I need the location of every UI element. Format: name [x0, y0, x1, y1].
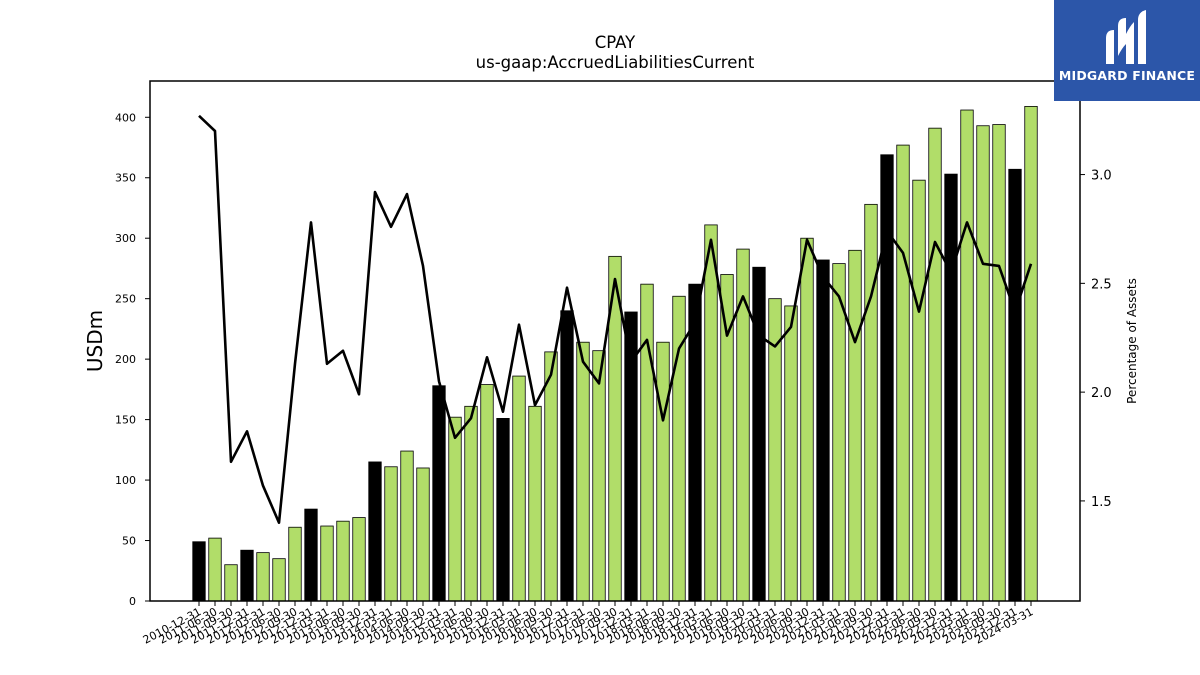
bar: [960, 109, 974, 602]
bar: [800, 237, 814, 602]
bar: [304, 508, 318, 602]
x-axis: 2010-12-312011-06-302011-09-302011-12-31…: [141, 601, 1035, 647]
bar: [240, 549, 254, 602]
bar: [896, 144, 910, 602]
bar: [400, 450, 414, 602]
bar: [448, 416, 462, 602]
y2-tick-label: 2.5: [1091, 277, 1112, 292]
bar: [496, 417, 510, 602]
midgard-finance-logo: MIDGARD FINANCE: [1054, 0, 1200, 101]
bar: [864, 203, 878, 602]
bar: [848, 249, 862, 602]
y2-tick-label: 1.5: [1091, 495, 1112, 510]
bar: [736, 248, 750, 602]
y-tick-label: 50: [122, 535, 136, 548]
y2-tick-label: 2.0: [1091, 386, 1112, 401]
bars-layer: [192, 105, 1038, 602]
bar: [752, 266, 766, 602]
y-axis-label: USDm: [83, 310, 107, 372]
bar: [1008, 168, 1022, 602]
bar: [976, 125, 990, 602]
bar: [288, 526, 302, 602]
bar: [352, 517, 366, 602]
bar: [320, 525, 334, 602]
bar: [336, 520, 350, 602]
bar: [208, 537, 222, 602]
y-tick-label: 400: [115, 111, 136, 124]
bar: [256, 552, 270, 602]
bar: [272, 558, 286, 602]
y-tick-label: 0: [129, 595, 136, 608]
bar: [1024, 105, 1038, 602]
y-axis-right: 1.5 2.0 2.5 3.0: [1080, 169, 1112, 510]
line-series: [198, 114, 1033, 525]
y2-tick-label: 3.0: [1091, 169, 1112, 184]
bar: [560, 310, 574, 602]
bar: [784, 305, 798, 602]
bar: [912, 179, 926, 602]
y2-axis-label: Percentage of Assets: [1125, 278, 1139, 404]
bar: [544, 351, 558, 602]
bar: [928, 127, 942, 602]
bar: [576, 341, 590, 602]
chart-subtitle: us-gaap:AccruedLiabilitiesCurrent: [476, 53, 755, 72]
y-axis-left: 0 50 100 150 200 250 300 350 400: [115, 111, 150, 608]
bar: [832, 263, 846, 602]
y-tick-label: 250: [115, 293, 136, 306]
bar: [992, 124, 1006, 602]
bar: [384, 466, 398, 602]
bar: [592, 350, 606, 602]
bar: [480, 384, 494, 602]
bar: [944, 173, 958, 602]
bar: [528, 405, 542, 602]
bar: [880, 154, 894, 602]
chart-title: CPAY: [595, 33, 636, 52]
bar: [464, 405, 478, 602]
bar: [192, 541, 206, 602]
y-tick-label: 100: [115, 474, 136, 487]
bar: [368, 461, 382, 602]
logo-text: MIDGARD FINANCE: [1058, 68, 1196, 83]
y-tick-label: 200: [115, 353, 136, 366]
midgard-logo-mark-icon: [1106, 10, 1146, 64]
bar: [432, 385, 446, 602]
y-tick-label: 300: [115, 232, 136, 245]
bar: [704, 224, 718, 602]
y-tick-label: 150: [115, 414, 136, 427]
line-layer: [198, 114, 1033, 525]
bar: [416, 467, 430, 602]
bar: [816, 259, 830, 602]
bar: [224, 564, 238, 602]
y-tick-label: 350: [115, 172, 136, 185]
bar: [512, 375, 526, 602]
bar: [656, 341, 670, 602]
bar: [640, 283, 654, 602]
